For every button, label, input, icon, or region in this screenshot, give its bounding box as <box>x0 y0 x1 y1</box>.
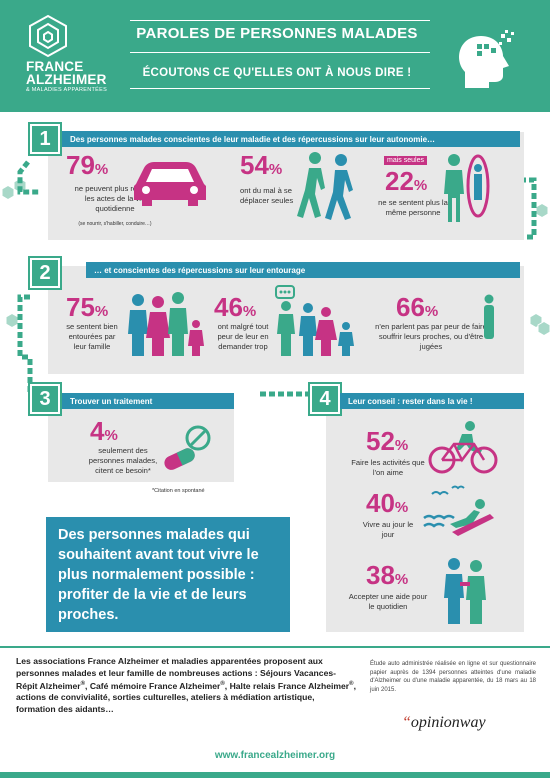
stat-52-value: 52% <box>366 426 409 456</box>
logo-subtitle: & MALADIES APPARENTÉES <box>26 87 108 93</box>
stat-40-value: 40% <box>366 488 409 518</box>
france-alzheimer-logo-icon <box>29 14 67 58</box>
website-link[interactable]: www.francealzheimer.org <box>214 750 336 761</box>
person-mirror-icon <box>444 154 490 222</box>
head-brain-icon <box>459 30 514 88</box>
header-banner <box>0 0 550 112</box>
stat-79-value: 79% <box>66 150 109 180</box>
stat-66-value: 66% <box>396 292 439 322</box>
stat-54-text: ont du mal à se déplacer seules <box>240 186 294 205</box>
walking-people-icon <box>297 152 353 220</box>
mais-seules-tag: mais seules <box>384 156 427 165</box>
lone-person-icon <box>484 294 494 339</box>
opinionway-logo: “opinionway <box>402 714 486 731</box>
page-title: PAROLES DE PERSONNES MALADES <box>136 25 418 42</box>
stat-54-value: 54% <box>240 150 283 180</box>
header-line <box>130 88 430 89</box>
section4-panel <box>326 394 524 632</box>
hexagon-chain-decoration <box>1 160 550 397</box>
family-icon <box>128 292 204 356</box>
stat-79-text: ne peuvent plus réaliser les actes de la… <box>74 184 156 213</box>
bottom-bar <box>0 772 550 778</box>
stat-79-note: (se nourrir, s'habiller, conduire…) <box>78 221 152 227</box>
quote-box: Des personnes malades qui souhaitent ava… <box>46 517 290 632</box>
stat-38-value: 38% <box>366 560 409 590</box>
section3-heading: Trouver un traitement <box>62 393 234 409</box>
stat-46-text: ont malgré tout peur de leur en demander… <box>217 322 269 351</box>
section4-heading: Leur conseil : rester dans la vie ! <box>340 393 524 409</box>
speech-bubble-family-icon <box>275 285 354 356</box>
footer-associations-text: Les associations France Alzheimer et mal… <box>16 656 356 714</box>
stat-66-text: n'en parlent pas par peur de faire souff… <box>375 322 487 351</box>
bicycle-icon <box>428 421 498 474</box>
stat-46-value: 46% <box>214 292 257 322</box>
pills-icon <box>164 425 211 470</box>
car-icon <box>134 162 206 206</box>
stat-22-value: 22% <box>385 166 428 196</box>
header-line <box>130 52 430 53</box>
stat-75-text: se sentent bien entourées par leur famil… <box>66 322 118 351</box>
page-subtitle: ÉCOUTONS CE QU'ELLES ONT À NOUS DIRE ! <box>142 67 412 79</box>
section1-heading: Des personnes malades conscientes de leu… <box>62 131 520 147</box>
section4-number: 4 <box>308 382 342 416</box>
section1-panel <box>48 132 524 240</box>
study-note: Étude auto administrée réalisée en ligne… <box>370 661 536 693</box>
stat-52-text: Faire les activités que l'on aime <box>351 458 425 477</box>
stat-22-text: ne se sentent plus la même personne <box>378 198 448 217</box>
section3-footnote: *Citation en spontané <box>152 488 205 494</box>
relaxing-beach-icon <box>423 485 494 536</box>
logo-text: FRANCE ALZHEIMER <box>26 59 107 87</box>
footer-divider <box>0 646 550 648</box>
section2-number: 2 <box>28 256 62 290</box>
stat-38-text: Accepter une aide pour le quotidien <box>348 592 428 611</box>
section3-number: 3 <box>28 382 62 416</box>
stat-75-value: 75% <box>66 292 109 322</box>
section1-number: 1 <box>28 122 62 156</box>
stat-4-text: seulement des personnes malades, citent … <box>88 446 158 475</box>
section2-heading: … et conscientes des répercussions sur l… <box>86 262 520 278</box>
stat-4-value: 4% <box>90 416 118 446</box>
header-line <box>130 20 430 21</box>
stat-40-text: Vivre au jour le jour <box>362 520 414 539</box>
helping-hand-icon <box>444 558 486 624</box>
